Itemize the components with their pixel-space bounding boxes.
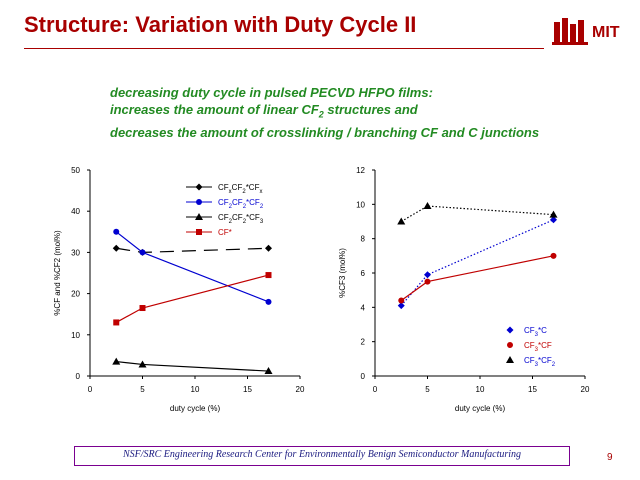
data-point	[550, 216, 557, 224]
footer-banner: NSF/SRC Engineering Research Center for …	[74, 446, 570, 466]
legend-marker	[506, 356, 514, 363]
data-point	[265, 298, 272, 305]
x-tick-label: 0	[373, 385, 378, 394]
data-point	[139, 249, 146, 256]
data-point	[265, 244, 272, 252]
slide-subtitle: decreasing duty cycle in pulsed PECVD HF…	[110, 84, 610, 141]
legend-label: CF3*CF	[524, 341, 552, 353]
legend-label: CF2CF2*CF3	[218, 213, 264, 225]
y-tick-label: 4	[361, 303, 366, 312]
subtitle-line-1: decreasing duty cycle in pulsed PECVD HF…	[110, 85, 433, 100]
mit-logo-text: MIT	[592, 24, 620, 41]
y-tick-label: 30	[71, 248, 80, 257]
x-tick-label: 20	[581, 385, 590, 394]
legend-label: CF3*CF2	[524, 356, 556, 368]
data-point	[423, 202, 432, 210]
legend-marker	[507, 342, 513, 348]
y-tick-label: 50	[71, 166, 80, 175]
data-point	[265, 272, 272, 279]
data-point	[424, 271, 431, 279]
subtitle-line-3: decreases the amount of crosslinking / b…	[110, 124, 540, 140]
legend-marker	[195, 183, 203, 191]
x-tick-label: 15	[528, 385, 537, 394]
legend-marker	[196, 229, 202, 235]
x-axis-label: duty cycle (%)	[170, 404, 221, 413]
data-point	[264, 367, 273, 375]
x-tick-label: 10	[476, 385, 485, 394]
y-tick-label: 0	[76, 372, 81, 381]
y-tick-label: 2	[361, 338, 366, 347]
legend-marker	[195, 213, 203, 220]
y-tick-label: 12	[356, 166, 365, 175]
series-line	[400, 219, 554, 307]
y-tick-label: 6	[361, 269, 366, 278]
data-point	[139, 305, 146, 312]
footer-text: NSF/SRC Engineering Research Center for …	[122, 449, 522, 460]
legend-label: CFxCF2*CFx	[218, 183, 262, 195]
x-tick-label: 5	[425, 385, 430, 394]
page-number: 9	[607, 452, 613, 463]
mit-logo-icon	[552, 18, 588, 45]
data-point	[424, 278, 431, 285]
y-axis-label: %CF and %CF2 (mol%)	[53, 230, 62, 316]
y-tick-label: 20	[71, 290, 80, 299]
data-point	[397, 302, 405, 310]
legend-label: CF2CF2*CF2	[218, 198, 264, 210]
subtitle-line-2: increases the amount of linear CF2 struc…	[110, 102, 418, 120]
data-point	[397, 217, 406, 225]
data-point	[138, 360, 147, 368]
y-tick-label: 10	[71, 331, 80, 340]
data-point	[549, 210, 558, 218]
data-point	[550, 252, 557, 259]
x-tick-label: 20	[296, 385, 305, 394]
data-point	[113, 319, 120, 326]
legend-label: CF3*C	[524, 326, 547, 338]
data-point	[112, 357, 121, 365]
x-tick-label: 10	[191, 385, 200, 394]
x-tick-label: 15	[243, 385, 252, 394]
y-tick-label: 8	[361, 235, 366, 244]
x-axis-label: duty cycle (%)	[455, 404, 506, 413]
title-underline	[24, 48, 544, 49]
data-point	[398, 297, 405, 304]
y-axis-label: %CF3 (mol%)	[338, 248, 347, 298]
slide-title: Structure: Variation with Duty Cycle II	[24, 12, 417, 37]
x-tick-label: 0	[88, 385, 93, 394]
y-tick-label: 10	[356, 200, 365, 209]
data-point	[112, 244, 120, 252]
legend-label: CF*	[218, 228, 232, 237]
y-tick-label: 0	[361, 372, 366, 381]
x-tick-label: 5	[140, 385, 145, 394]
data-point	[113, 228, 120, 235]
legend-marker	[196, 199, 202, 205]
legend-marker	[506, 326, 514, 334]
y-tick-label: 40	[71, 207, 80, 216]
